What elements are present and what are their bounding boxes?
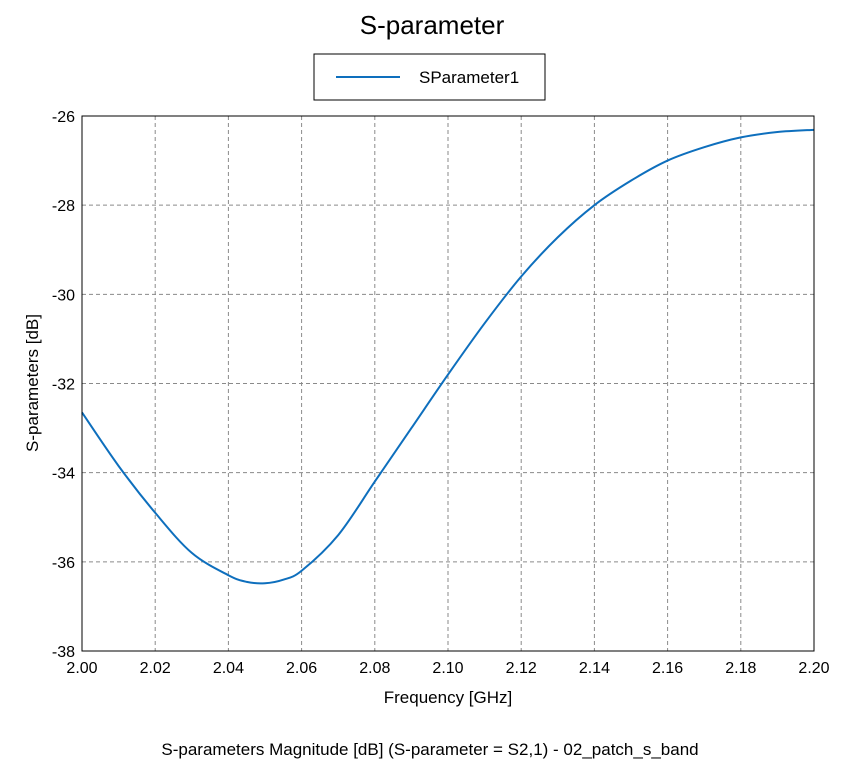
y-axis-label: S-parameters [dB] xyxy=(23,314,42,452)
x-tick-labels: 2.00 2.02 2.04 2.06 2.08 2.10 2.12 2.14 2.16 2.18… xyxy=(66,660,829,677)
legend[interactable]: SParameter1 xyxy=(313,53,546,101)
series-line-sparameter1[interactable] xyxy=(81,128,815,585)
x-tick-label: 2.20 xyxy=(798,660,829,677)
x-tick-label: 2.10 xyxy=(432,660,463,677)
chart-title: S-parameter xyxy=(360,10,505,40)
y-tick-label: -38 xyxy=(52,644,75,661)
x-tick-label: 2.12 xyxy=(506,660,537,677)
chart-caption: S-parameters Magnitude [dB] (S-parameter… xyxy=(161,740,698,759)
x-tick-label: 2.18 xyxy=(725,660,756,677)
y-tick-label: -30 xyxy=(52,287,75,304)
x-tick-label: 2.08 xyxy=(359,660,390,677)
x-tick-label: 2.16 xyxy=(652,660,683,677)
x-tick-label: 2.00 xyxy=(66,660,97,677)
y-tick-label: -28 xyxy=(52,198,75,215)
x-tick-label: 2.04 xyxy=(213,660,244,677)
y-tick-label: -32 xyxy=(52,377,75,394)
y-tick-label: -36 xyxy=(52,555,75,572)
grid xyxy=(82,116,814,651)
x-tick-label: 2.06 xyxy=(286,660,317,677)
x-tick-label: 2.02 xyxy=(140,660,171,677)
x-axis-label: Frequency [GHz] xyxy=(384,688,513,707)
plot-frame xyxy=(81,115,815,652)
x-tick-label: 2.14 xyxy=(579,660,610,677)
legend-label-sparameter1: SParameter1 xyxy=(419,68,519,87)
y-tick-label: -26 xyxy=(52,109,75,126)
y-tick-label: -34 xyxy=(52,466,75,483)
y-tick-labels: -26 -28 -30 -32 -34 -36 -38 xyxy=(52,109,75,661)
